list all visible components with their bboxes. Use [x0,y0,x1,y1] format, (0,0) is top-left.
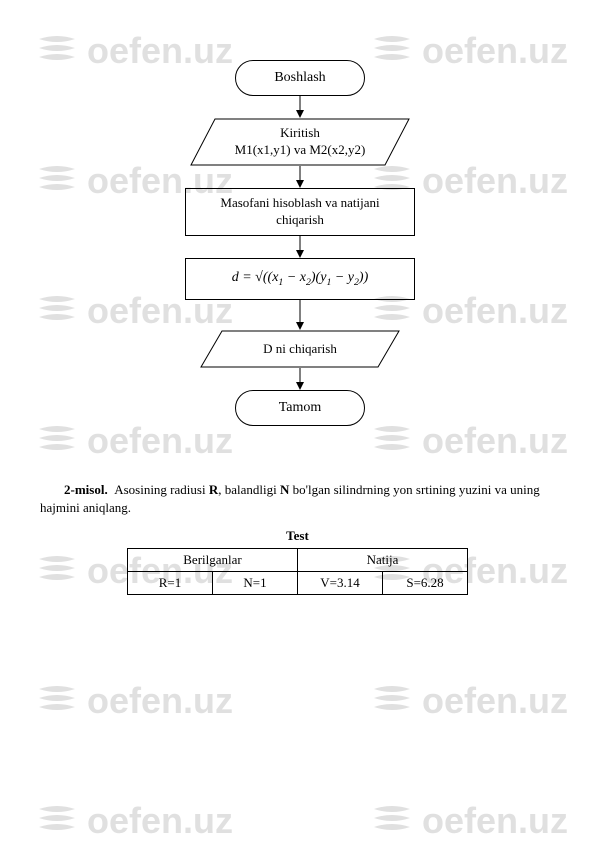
formula-expression: d = √((x1 − x2)(y1 − y2)) [232,270,369,288]
problem-label: 2-misol. [64,482,108,497]
process-line1: Masofani hisoblash va natijani [220,195,379,212]
header-given: Berilganlar [128,549,298,572]
start-label: Boshlash [274,70,325,86]
flowchart-input-parallelogram: Kiritish M1(x1,y1) va M2(x2,y2) [190,118,410,166]
watermark: oefen.uz [35,420,233,462]
cell-v: V=3.14 [298,572,383,595]
table-data-row: R=1 N=1 V=3.14 S=6.28 [128,572,468,595]
watermark: oefen.uz [35,680,233,722]
arrow-icon [140,300,460,330]
cell-n: N=1 [213,572,298,595]
flowchart-end-terminal: Tamom [235,390,365,426]
header-result: Natija [298,549,468,572]
arrow-icon [140,166,460,188]
problem-text-2: , balandligi [218,482,280,497]
arrow-icon [140,96,460,118]
problem-statement: 2-misol. Asosining radiusi R, balandligi… [40,481,555,517]
watermark: oefen.uz [370,420,568,462]
output-label: D ni chiqarish [263,341,337,357]
watermark: oefen.uz [370,680,568,722]
watermark: oefen.uz [35,800,233,842]
flowchart-container: Boshlash Kiritish M1(x1,y1) va M2(x2,y2)… [140,60,460,426]
table-header-row: Berilganlar Natija [128,549,468,572]
cell-s: S=6.28 [383,572,468,595]
test-section: Test Berilganlar Natija R=1 N=1 V=3.14 S… [0,528,595,595]
flowchart-start-terminal: Boshlash [235,60,365,96]
cell-r: R=1 [128,572,213,595]
flowchart-output-parallelogram: D ni chiqarish [200,330,400,368]
arrow-icon [140,236,460,258]
test-table: Berilganlar Natija R=1 N=1 V=3.14 S=6.28 [127,548,468,595]
problem-N: N [280,482,289,497]
process-line2: chiqarish [276,212,324,229]
problem-R: R [209,482,218,497]
end-label: Tamom [279,400,322,416]
input-line2: M1(x1,y1) va M2(x2,y2) [235,142,366,159]
watermark: oefen.uz [370,800,568,842]
flowchart-formula-box: d = √((x1 − x2)(y1 − y2)) [185,258,415,300]
problem-text-1: Asosining radiusi [114,482,209,497]
flowchart-process-box: Masofani hisoblash va natijani chiqarish [185,188,415,236]
input-line1: Kiritish [280,125,320,142]
arrow-icon [140,368,460,390]
test-title: Test [0,528,595,544]
